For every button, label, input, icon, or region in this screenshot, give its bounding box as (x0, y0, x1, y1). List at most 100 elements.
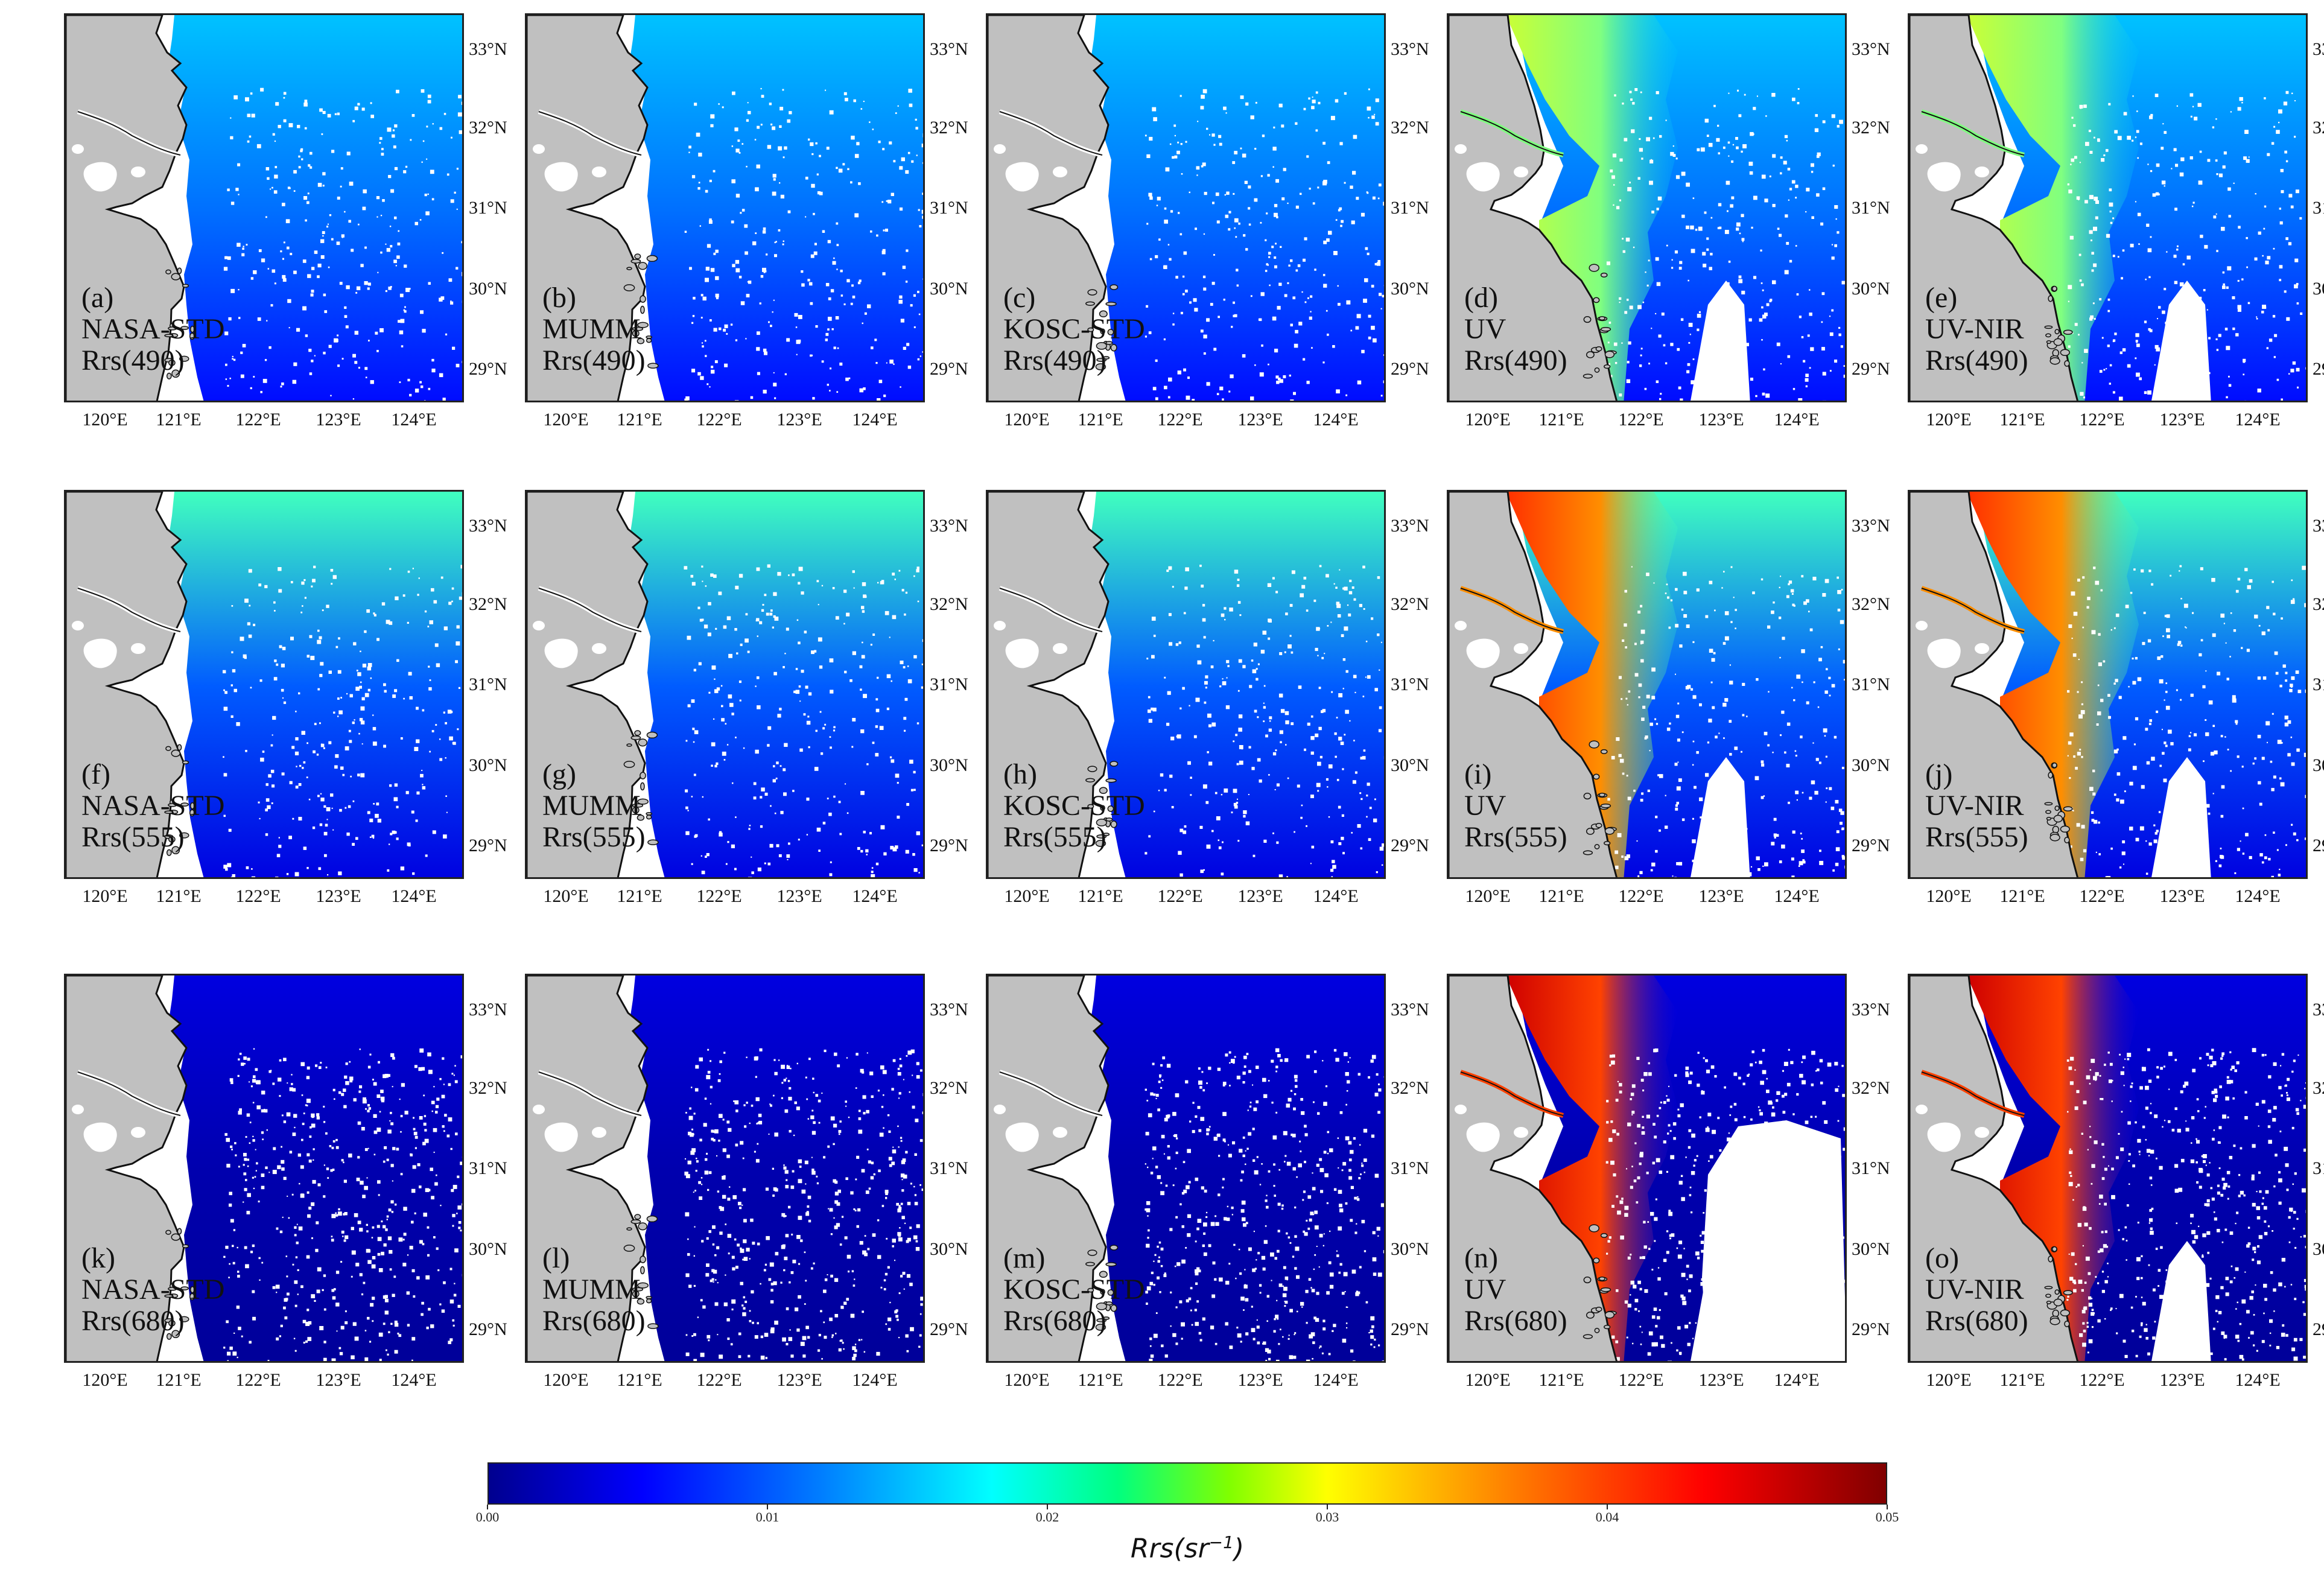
lat-tick-label: 31°N (2313, 198, 2324, 218)
map-panel: (c) KOSC-STD Rrs(490) 33°N 32°N 31°N 30°N 29°N 1… (986, 13, 1444, 463)
panel-method: MUMM (542, 1274, 641, 1306)
map-frame: (d) UV Rrs(490) (1447, 13, 1847, 402)
lat-tick-label: 33°N (1852, 1000, 1890, 1020)
panel-method: MUMM (542, 313, 641, 345)
lon-tick-label: 120°E (1465, 1370, 1511, 1390)
lon-tick-label: 120°E (543, 886, 589, 906)
lon-tick-label: 123°E (316, 886, 361, 906)
panel-label: (f) NASA-STD Rrs(555) (81, 759, 224, 853)
panel-band: Rrs(680) (81, 1305, 185, 1337)
panel-label: (d) UV Rrs(490) (1464, 282, 1567, 376)
ocean-field (1090, 492, 1384, 877)
map-frame: (a) NASA-STD Rrs(490) (64, 13, 464, 402)
panel-letter: (o) (1925, 1242, 1959, 1274)
lat-tick-label: 31°N (1852, 674, 1890, 694)
panel-grid: (a) NASA-STD Rrs(490) 33°N 32°N 31°N 30°N 29°N 1… (64, 13, 2324, 1390)
panel-label: (l) MUMM Rrs(680) (542, 1243, 646, 1337)
lake (544, 638, 578, 668)
map-panel: (i) UV Rrs(555) 33°N 32°N 31°N 30°N 29°N 120°E 12… (1447, 490, 1905, 939)
colorbar (487, 1462, 1887, 1505)
colorbar-tick-label: 0.01 (755, 1509, 779, 1524)
lat-tick-label: 30°N (2313, 755, 2324, 775)
map-frame: (l) MUMM Rrs(680) (525, 974, 925, 1363)
panel-label: (b) MUMM Rrs(490) (542, 282, 646, 376)
lon-tick-label: 121°E (156, 886, 202, 906)
lon-tick-label: 122°E (235, 886, 281, 906)
panel-label: (i) UV Rrs(555) (1464, 759, 1567, 853)
lon-tick-label: 124°E (1774, 886, 1820, 906)
lon-tick-label: 123°E (1698, 1370, 1744, 1390)
panel-method: UV-NIR (1925, 313, 2024, 345)
lake (83, 162, 117, 192)
panel-letter: (j) (1925, 758, 1953, 790)
lon-tick-label: 120°E (543, 1370, 589, 1390)
ocean-field (629, 492, 923, 877)
lon-tick-label: 122°E (696, 1370, 742, 1390)
panel-band: Rrs(490) (1925, 344, 2028, 376)
lon-tick-label: 122°E (696, 410, 742, 430)
lat-tick-label: 33°N (469, 516, 507, 536)
lat-tick-label: 30°N (2313, 1239, 2324, 1259)
lon-tick-label: 122°E (1157, 1370, 1203, 1390)
panel-band: Rrs(680) (542, 1305, 646, 1337)
panel-label: (n) UV Rrs(680) (1464, 1243, 1567, 1337)
lon-tick-label: 124°E (1774, 1370, 1820, 1390)
lon-tick-label: 123°E (1698, 410, 1744, 430)
ocean-field (168, 976, 462, 1361)
lon-tick-label: 124°E (1313, 886, 1359, 906)
lon-tick-label: 121°E (617, 410, 662, 430)
map-frame: (k) NASA-STD Rrs(680) (64, 974, 464, 1363)
panel-method: UV (1464, 313, 1506, 345)
panel-method: MUMM (542, 790, 641, 822)
lon-tick-label: 120°E (1004, 1370, 1050, 1390)
lake (1005, 162, 1039, 192)
lat-tick-label: 33°N (930, 39, 968, 59)
lat-tick-label: 30°N (2313, 279, 2324, 299)
lake (1466, 638, 1500, 668)
lake (83, 638, 117, 668)
lon-tick-label: 122°E (2079, 886, 2125, 906)
lon-tick-label: 122°E (1618, 1370, 1664, 1390)
lat-tick-label: 33°N (469, 39, 507, 59)
map-frame: (c) KOSC-STD Rrs(490) (986, 13, 1386, 402)
lon-tick-label: 121°E (617, 886, 662, 906)
lon-tick-label: 122°E (1157, 410, 1203, 430)
panel-band: Rrs(490) (1003, 344, 1106, 376)
lon-tick-label: 123°E (776, 1370, 822, 1390)
map-frame: (e) UV-NIR Rrs(490) (1908, 13, 2308, 402)
land-mass (527, 15, 649, 401)
panel-letter: (b) (542, 282, 576, 314)
lat-tick-label: 31°N (1391, 1158, 1429, 1178)
ocean-field (168, 15, 462, 401)
lon-tick-label: 123°E (1237, 410, 1283, 430)
lat-tick-label: 32°N (1852, 594, 1890, 614)
lat-tick-label: 32°N (2313, 594, 2324, 614)
rrs-map (988, 15, 1384, 401)
lake (1005, 638, 1039, 668)
map-frame: (m) KOSC-STD Rrs(680) (986, 974, 1386, 1363)
map-frame: (i) UV Rrs(555) (1447, 490, 1847, 879)
lat-tick-label: 33°N (1852, 516, 1890, 536)
lon-tick-label: 121°E (1999, 886, 2045, 906)
panel-band: Rrs(555) (81, 821, 185, 853)
lon-tick-label: 120°E (1004, 886, 1050, 906)
panel-letter: (h) (1003, 758, 1037, 790)
lon-tick-label: 122°E (235, 1370, 281, 1390)
lat-tick-label: 30°N (1391, 279, 1429, 299)
lon-tick-label: 122°E (2079, 410, 2125, 430)
lon-tick-label: 122°E (696, 886, 742, 906)
turbid-plume (1506, 976, 1678, 1361)
lat-tick-label: 32°N (1852, 118, 1890, 138)
panel-method: NASA-STD (81, 1274, 225, 1306)
lon-tick-label: 120°E (82, 886, 128, 906)
panel-label: (o) UV-NIR Rrs(680) (1925, 1243, 2028, 1337)
lat-tick-label: 29°N (1852, 1319, 1890, 1339)
panel-method: UV-NIR (1925, 790, 2024, 822)
lat-tick-label: 32°N (469, 118, 507, 138)
turbid-plume (1506, 15, 1678, 401)
rrs-map (1449, 976, 1845, 1361)
lake (1927, 162, 1961, 192)
lon-tick-label: 120°E (1465, 886, 1511, 906)
ocean-field (168, 492, 462, 877)
